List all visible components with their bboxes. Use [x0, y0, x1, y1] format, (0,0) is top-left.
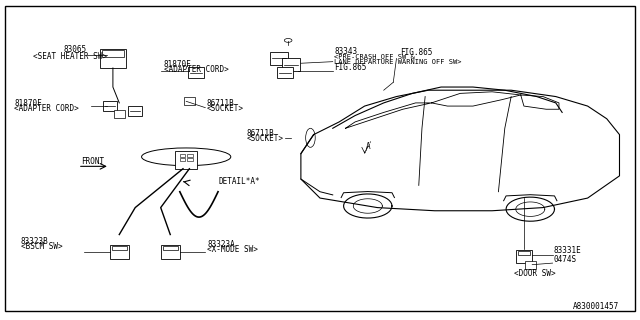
Bar [516, 251, 532, 263]
Text: <SOCKET>: <SOCKET> [246, 134, 284, 143]
Text: 83331E: 83331E [554, 246, 582, 255]
Text: <SOCKET>: <SOCKET> [207, 104, 244, 113]
Text: 81870F: 81870F [164, 60, 191, 69]
Bar [102, 101, 116, 111]
Text: FIG.865: FIG.865 [399, 48, 432, 57]
Text: <ADAPTER CORD>: <ADAPTER CORD> [14, 104, 79, 113]
Bar [188, 67, 204, 78]
Ellipse shape [141, 148, 231, 166]
Text: LANE DEPARTURE WARNING OFF SW>: LANE DEPARTURE WARNING OFF SW> [334, 59, 461, 65]
Text: <ADAPTER CORD>: <ADAPTER CORD> [164, 65, 228, 74]
Bar [113, 110, 125, 118]
Text: 83323A: 83323A [207, 240, 235, 249]
Text: <X-MODE SW>: <X-MODE SW> [207, 245, 258, 254]
Text: 0474S: 0474S [554, 255, 577, 264]
Bar [180, 154, 185, 156]
Bar [188, 154, 193, 156]
Text: <PRE-CRASH OFF SW &: <PRE-CRASH OFF SW & [334, 54, 415, 60]
Text: FIG.865: FIG.865 [334, 63, 366, 72]
Ellipse shape [306, 128, 316, 147]
Bar [188, 158, 193, 161]
Text: <SEAT HEATER SW>: <SEAT HEATER SW> [33, 52, 108, 61]
Text: <BSCM SW>: <BSCM SW> [20, 242, 62, 251]
Text: 81870F: 81870F [14, 99, 42, 108]
Text: A: A [366, 142, 371, 151]
Bar [109, 245, 129, 259]
Bar [282, 59, 300, 71]
Bar [269, 52, 287, 65]
Bar [100, 49, 125, 68]
Bar [128, 106, 142, 116]
Text: 83343: 83343 [334, 47, 357, 56]
Bar [163, 246, 178, 251]
Bar [175, 151, 197, 169]
Bar [184, 97, 195, 105]
Bar [161, 245, 180, 259]
Text: DETAIL*A*: DETAIL*A* [218, 177, 260, 186]
Bar [518, 252, 530, 255]
Text: 86711B: 86711B [246, 129, 275, 138]
Bar [180, 158, 185, 161]
Text: A830001457: A830001457 [573, 302, 620, 311]
Bar [525, 261, 536, 269]
Text: FRONT: FRONT [81, 157, 104, 166]
Text: 83065: 83065 [63, 44, 86, 53]
Text: <DOOR SW>: <DOOR SW> [515, 269, 556, 278]
Text: 86711B: 86711B [207, 99, 234, 108]
Bar [102, 50, 124, 57]
Bar [277, 67, 293, 78]
Bar [111, 246, 127, 251]
Text: 83323B: 83323B [20, 237, 48, 246]
